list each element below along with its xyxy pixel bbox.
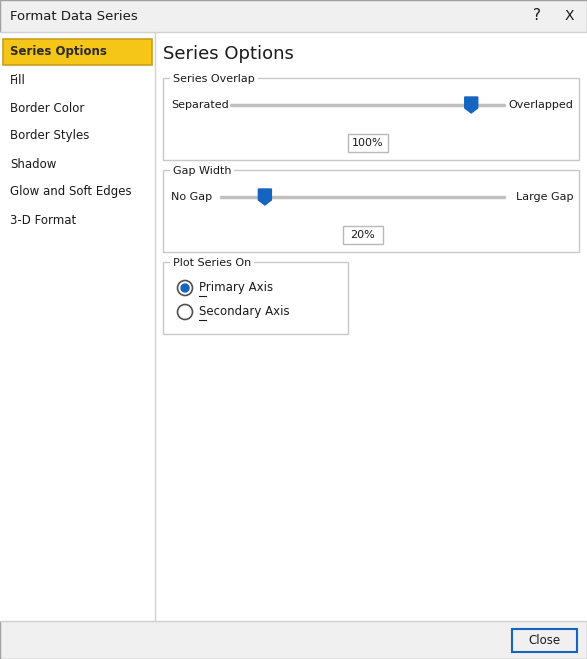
Text: Secondary Axis: Secondary Axis — [199, 306, 289, 318]
Text: Border Color: Border Color — [10, 101, 85, 115]
FancyBboxPatch shape — [163, 262, 348, 334]
Text: Shadow: Shadow — [10, 158, 56, 171]
Text: Series Options: Series Options — [163, 45, 294, 63]
Polygon shape — [258, 189, 271, 205]
FancyBboxPatch shape — [155, 32, 587, 621]
Text: 100%: 100% — [352, 138, 383, 148]
Circle shape — [177, 281, 193, 295]
Text: Close: Close — [528, 633, 561, 646]
Polygon shape — [465, 97, 478, 113]
Text: Large Gap: Large Gap — [515, 192, 573, 202]
Text: Plot Series On: Plot Series On — [173, 258, 251, 268]
Text: Gap Width: Gap Width — [173, 165, 231, 175]
Circle shape — [177, 304, 193, 320]
Text: Format Data Series: Format Data Series — [10, 9, 138, 22]
FancyBboxPatch shape — [3, 39, 152, 65]
FancyBboxPatch shape — [512, 629, 577, 652]
Text: Border Styles: Border Styles — [10, 130, 89, 142]
FancyBboxPatch shape — [163, 170, 579, 252]
Text: Primary Axis: Primary Axis — [199, 281, 273, 295]
FancyBboxPatch shape — [163, 78, 579, 160]
Text: Overlapped: Overlapped — [508, 100, 573, 110]
FancyBboxPatch shape — [348, 134, 387, 152]
FancyBboxPatch shape — [342, 226, 383, 244]
Text: Series Options: Series Options — [10, 45, 107, 59]
Circle shape — [181, 284, 189, 292]
Text: Glow and Soft Edges: Glow and Soft Edges — [10, 185, 131, 198]
FancyBboxPatch shape — [0, 32, 155, 621]
Text: No Gap: No Gap — [171, 192, 212, 202]
Text: 3-D Format: 3-D Format — [10, 214, 76, 227]
Text: X: X — [564, 9, 573, 23]
Text: ?: ? — [533, 9, 541, 24]
Text: 20%: 20% — [350, 230, 375, 240]
Text: Separated: Separated — [171, 100, 229, 110]
Text: Fill: Fill — [10, 74, 26, 86]
Text: Series Overlap: Series Overlap — [173, 74, 255, 84]
